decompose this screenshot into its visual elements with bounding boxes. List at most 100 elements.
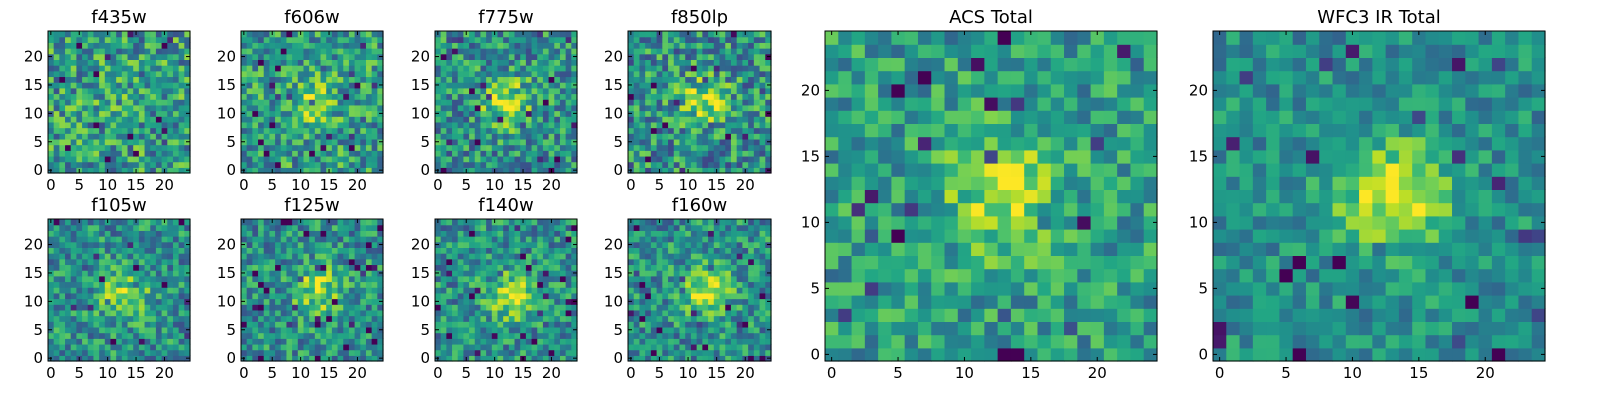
heatmap-cell xyxy=(537,31,544,38)
heatmap-cell xyxy=(446,241,453,248)
heatmap-cell xyxy=(309,343,316,351)
heatmap-cell xyxy=(554,326,561,334)
heatmap-cell xyxy=(99,65,106,72)
heatmap-cell xyxy=(486,104,493,112)
heatmap-cell xyxy=(87,241,95,248)
heatmap-cell xyxy=(446,355,453,362)
heatmap-cell xyxy=(719,93,726,100)
heatmap-cell xyxy=(314,116,322,123)
heatmap-cell xyxy=(110,326,117,334)
heatmap-cell xyxy=(172,275,180,283)
heatmap-cell xyxy=(246,292,253,300)
heatmap-cell xyxy=(184,31,191,38)
heatmap-cell xyxy=(753,326,761,334)
heatmap-cell xyxy=(633,332,641,339)
heatmap-cell xyxy=(469,281,476,288)
heatmap-cell xyxy=(138,304,146,311)
heatmap-cell xyxy=(263,241,270,248)
heatmap-cell xyxy=(742,70,749,78)
heatmap-cell xyxy=(497,138,504,146)
heatmap-cell xyxy=(172,155,180,163)
heatmap-cell xyxy=(326,224,333,231)
heatmap-cell xyxy=(719,326,726,334)
heatmap-cell xyxy=(469,304,476,311)
heatmap-cell xyxy=(53,144,60,151)
heatmap-cell xyxy=(252,104,259,112)
heatmap-cell xyxy=(514,167,521,174)
heatmap-cell xyxy=(133,70,140,78)
heatmap-cell xyxy=(463,270,470,277)
heatmap-cell xyxy=(82,110,89,117)
heatmap-cell xyxy=(144,127,151,134)
heatmap-cell xyxy=(463,104,470,112)
heatmap-cell xyxy=(178,65,185,72)
heatmap-cell xyxy=(537,76,544,83)
heatmap-cell xyxy=(241,104,248,112)
heatmap-cell xyxy=(269,110,276,117)
heatmap-cell xyxy=(104,275,112,283)
heatmap-cell xyxy=(542,167,550,174)
heatmap-cell xyxy=(463,161,470,168)
heatmap-cell xyxy=(628,332,635,339)
heatmap-cell xyxy=(133,258,140,266)
heatmap-cell xyxy=(668,93,675,100)
heatmap-cell xyxy=(178,144,185,151)
heatmap-cell xyxy=(503,219,510,226)
heatmap-cell xyxy=(65,338,72,345)
heatmap-cell xyxy=(99,298,106,305)
heatmap-cell xyxy=(463,70,470,78)
heatmap-cell xyxy=(292,76,299,83)
heatmap-cell xyxy=(292,167,299,174)
heatmap-cell xyxy=(645,70,652,78)
heatmap-cell xyxy=(452,326,459,334)
heatmap-cell xyxy=(127,144,134,151)
heatmap-cell xyxy=(531,167,538,174)
heatmap-cell xyxy=(110,247,117,254)
heatmap-cell xyxy=(548,230,555,237)
heatmap-cell xyxy=(696,309,703,317)
heatmap-cell xyxy=(337,155,344,163)
heatmap-cell xyxy=(178,349,185,356)
heatmap-cell xyxy=(639,281,646,288)
heatmap-cell xyxy=(116,53,123,60)
heatmap-cell xyxy=(531,104,538,112)
heatmap-cell xyxy=(127,230,134,237)
heatmap-cell xyxy=(150,59,157,66)
heatmap-cell xyxy=(457,332,464,339)
heatmap-cell xyxy=(82,338,89,345)
heatmap-cell xyxy=(537,121,544,129)
heatmap-cell xyxy=(520,82,527,89)
heatmap-cell xyxy=(713,104,721,112)
heatmap-cell xyxy=(736,161,743,168)
y-tick-label: 20 xyxy=(604,48,623,66)
heatmap-cell xyxy=(320,258,327,266)
heatmap-cell xyxy=(155,82,163,89)
heatmap-cell xyxy=(82,31,89,38)
heatmap-cell xyxy=(565,264,572,271)
heatmap-cell xyxy=(713,133,721,140)
heatmap-cell xyxy=(457,65,464,72)
heatmap-cell xyxy=(167,31,174,38)
heatmap-cell xyxy=(503,258,510,266)
heatmap-cell xyxy=(360,127,367,134)
heatmap-cell xyxy=(365,48,373,55)
heatmap-cell xyxy=(457,230,464,237)
heatmap-cell xyxy=(713,275,721,283)
heatmap-cell xyxy=(491,338,499,345)
heatmap-cell xyxy=(337,161,344,168)
heatmap-cell xyxy=(690,355,698,362)
heatmap-cell xyxy=(99,53,106,60)
heatmap-cell xyxy=(435,224,442,231)
heatmap-cell xyxy=(679,281,686,288)
heatmap-cell xyxy=(138,76,146,83)
heatmap-cell xyxy=(503,116,510,123)
heatmap-cell xyxy=(503,236,510,243)
heatmap-cell xyxy=(155,116,163,123)
heatmap-cell xyxy=(452,138,459,146)
heatmap-cell xyxy=(258,326,265,334)
heatmap-cell xyxy=(520,59,527,66)
heatmap-cell xyxy=(93,31,100,38)
heatmap-cell xyxy=(309,321,316,328)
heatmap-cell xyxy=(314,349,322,356)
heatmap-cell xyxy=(93,150,100,157)
